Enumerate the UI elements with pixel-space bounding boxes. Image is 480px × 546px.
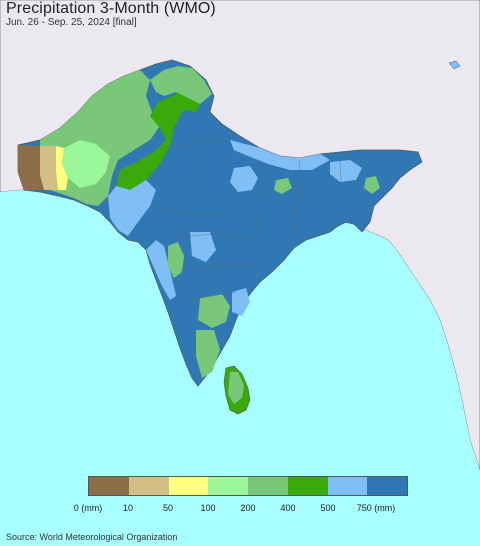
central-lightblue xyxy=(230,166,258,192)
himalaya-lightblue xyxy=(230,140,330,170)
dry-brown xyxy=(18,145,44,190)
pakistan-paler xyxy=(62,140,110,188)
dry-yellow xyxy=(56,146,68,190)
deccan-green1 xyxy=(168,242,184,278)
south-green xyxy=(196,330,220,378)
legend-swatch-2 xyxy=(168,477,209,495)
ne-lightblue xyxy=(330,160,362,182)
legend-label-2: 50 xyxy=(162,503,174,513)
legend-label-3: 100 xyxy=(200,503,216,513)
legend-labels: 0 (mm) 10 50 100 200 400 500 750 (mm) xyxy=(0,503,480,515)
kashmir-green2 xyxy=(172,92,200,112)
legend-label-7: 750 (mm) xyxy=(356,503,396,513)
legend-label-4: 200 xyxy=(240,503,256,513)
nw-green-belt xyxy=(116,92,194,190)
map-subtitle: Jun. 26 - Sep. 25, 2024 [final] xyxy=(6,17,137,28)
legend-color-bar xyxy=(88,476,408,496)
central-green xyxy=(274,178,292,194)
deccan-green2 xyxy=(198,294,230,328)
kashmir-green xyxy=(150,66,212,104)
lake xyxy=(448,60,461,70)
east-coast-lightblue xyxy=(232,288,250,316)
legend-swatch-6 xyxy=(327,477,368,495)
deccan-lightblue xyxy=(190,232,216,262)
sri-lanka-wet xyxy=(228,372,244,404)
ne-green xyxy=(364,176,380,194)
nw-lightblue xyxy=(108,180,156,236)
legend-swatch-1 xyxy=(128,477,169,495)
legend-label-6: 500 xyxy=(320,503,336,513)
map-title: Precipitation 3-Month (WMO) xyxy=(6,0,216,17)
admin-borders xyxy=(107,139,343,301)
source-note: Source: World Meteorological Organizatio… xyxy=(6,532,178,542)
west-coast-lightblue xyxy=(146,240,176,300)
legend-swatch-3 xyxy=(208,477,248,495)
legend-label-1: 10 xyxy=(122,503,134,513)
legend-swatch-0 xyxy=(89,477,129,495)
legend-label-5: 400 xyxy=(280,503,296,513)
dry-tan xyxy=(40,146,58,190)
legend-swatch-7 xyxy=(367,477,407,495)
legend-label-0: 0 (mm) xyxy=(73,503,103,513)
legend-swatch-5 xyxy=(287,477,328,495)
sea-fill xyxy=(0,190,480,546)
legend-swatch-4 xyxy=(248,477,288,495)
